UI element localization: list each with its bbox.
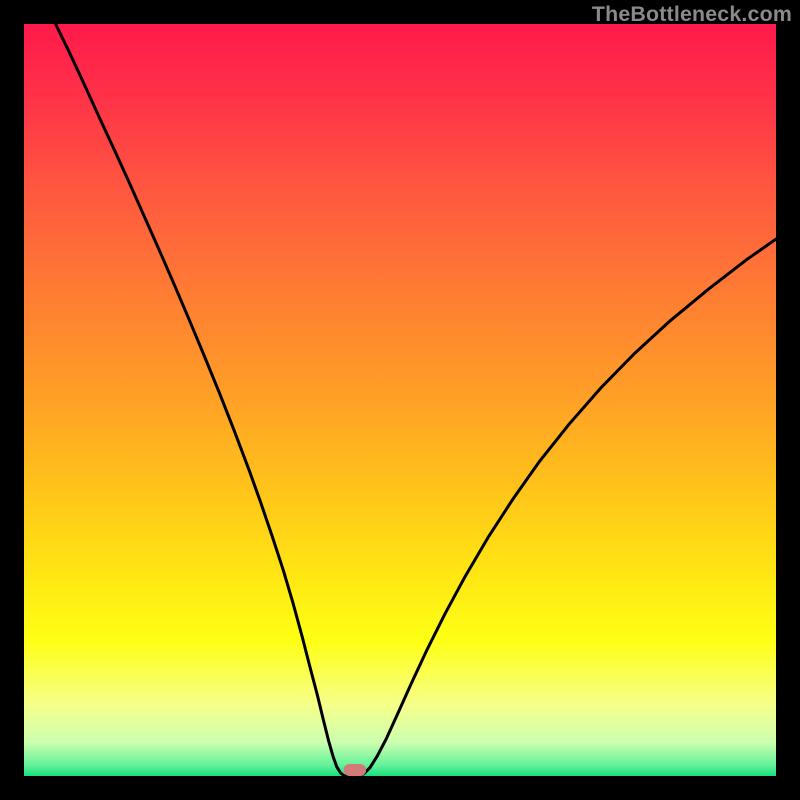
chart-svg	[0, 0, 800, 800]
plot-background	[24, 24, 776, 776]
watermark-text: TheBottleneck.com	[592, 2, 792, 27]
chart-stage: TheBottleneck.com	[0, 0, 800, 800]
minimum-marker	[344, 764, 367, 776]
